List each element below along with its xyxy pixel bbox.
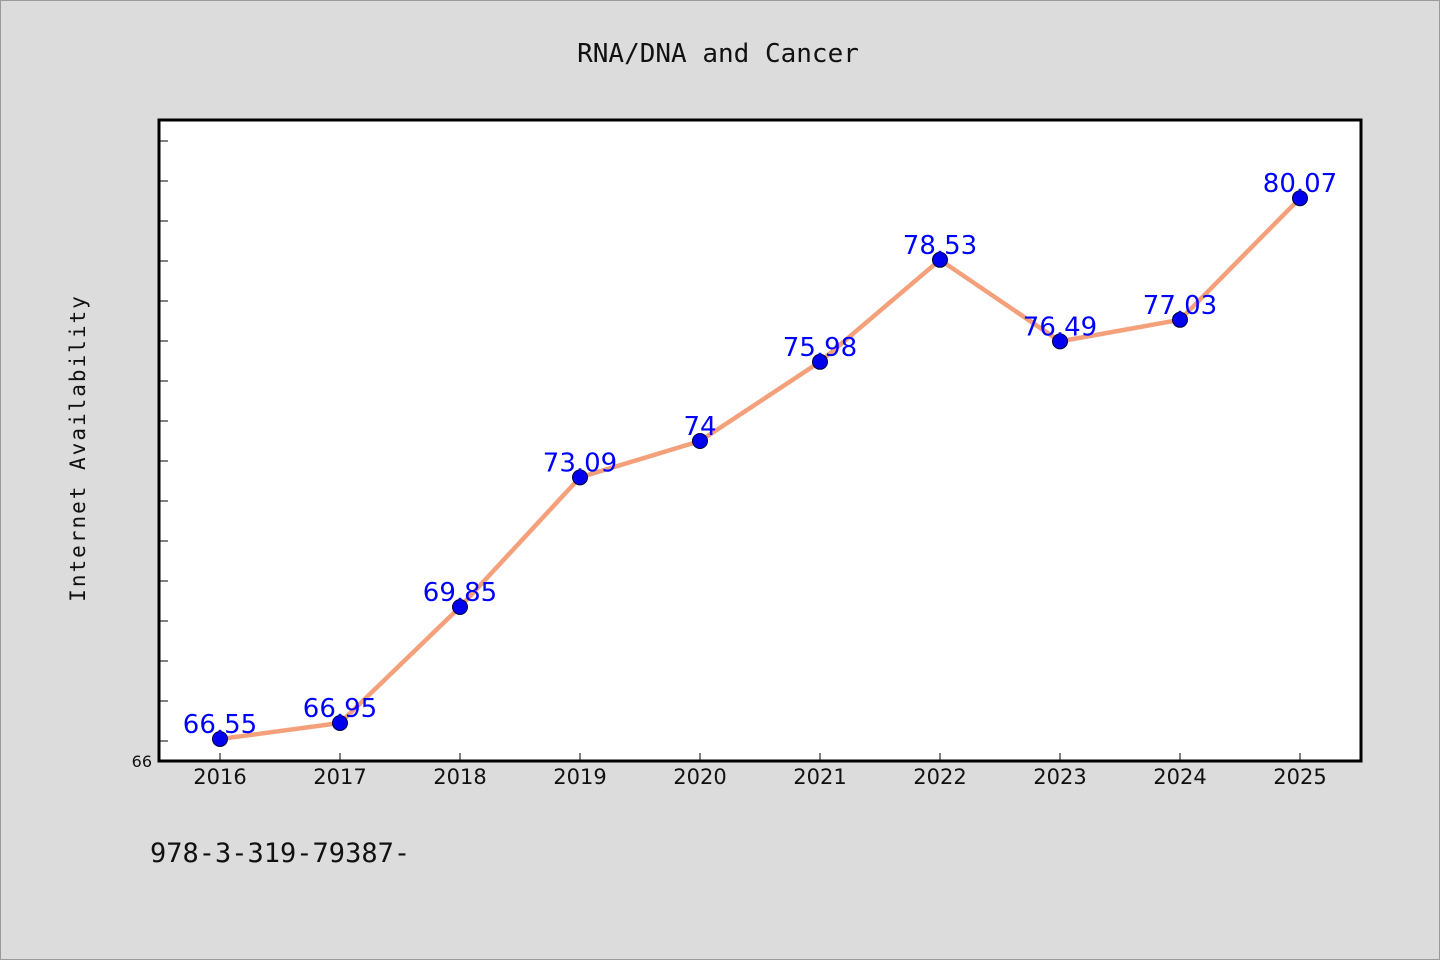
data-point-marker [932, 251, 948, 268]
data-label: 66.55 [183, 710, 257, 740]
x-tick-label: 2023 [1033, 765, 1086, 789]
data-point-marker [452, 599, 468, 615]
x-tick-label: 2024 [1153, 765, 1206, 789]
x-tick-label: 2025 [1273, 765, 1326, 789]
data-label: 80.07 [1263, 169, 1337, 199]
data-labels: 66.55 66.95 69.85 73.09 74 75.98 78.53 76.49 77.… [183, 169, 1337, 740]
data-point-marker [1292, 190, 1308, 207]
x-tick-label: 2017 [313, 765, 366, 789]
data-point-marker [1172, 311, 1188, 328]
data-label: 73.09 [543, 448, 617, 478]
x-tick-label: 2018 [433, 765, 486, 789]
data-point-marker [572, 469, 588, 486]
data-point-marker [332, 715, 348, 731]
x-tick-label: 2022 [913, 765, 966, 789]
x-tick-label: 2016 [193, 765, 246, 789]
y-axis-label: Internet Availability [66, 294, 90, 602]
data-label: 75.98 [783, 333, 857, 363]
data-point-marker [812, 353, 828, 370]
data-markers [212, 190, 1308, 747]
data-label: 69.85 [423, 578, 497, 608]
x-tick-labels: 2016 2017 2018 2019 2020 2021 2022 2023 2024 2025 [193, 765, 1326, 789]
x-tick-label: 2019 [553, 765, 606, 789]
data-label: 66.95 [303, 694, 377, 724]
y-tick-label: 66 [132, 752, 152, 771]
chart-title: RNA/DNA and Cancer [577, 39, 859, 69]
x-tick-label: 2021 [793, 765, 846, 789]
data-label: 77.03 [1143, 291, 1217, 321]
footnote-text: 978-3-319-79387- [150, 838, 410, 869]
series-line [217, 195, 1303, 742]
data-label: 74 [683, 412, 716, 442]
x-tick-label: 2020 [673, 765, 726, 789]
data-label: 78.53 [903, 231, 977, 261]
data-label: 76.49 [1023, 312, 1097, 342]
data-point-marker [1052, 333, 1068, 350]
y-tick-labels: 66 [132, 752, 152, 771]
plot-area [159, 120, 1361, 761]
data-point-marker [692, 433, 708, 449]
data-point-marker [212, 731, 228, 747]
plot-border [157, 118, 1363, 763]
